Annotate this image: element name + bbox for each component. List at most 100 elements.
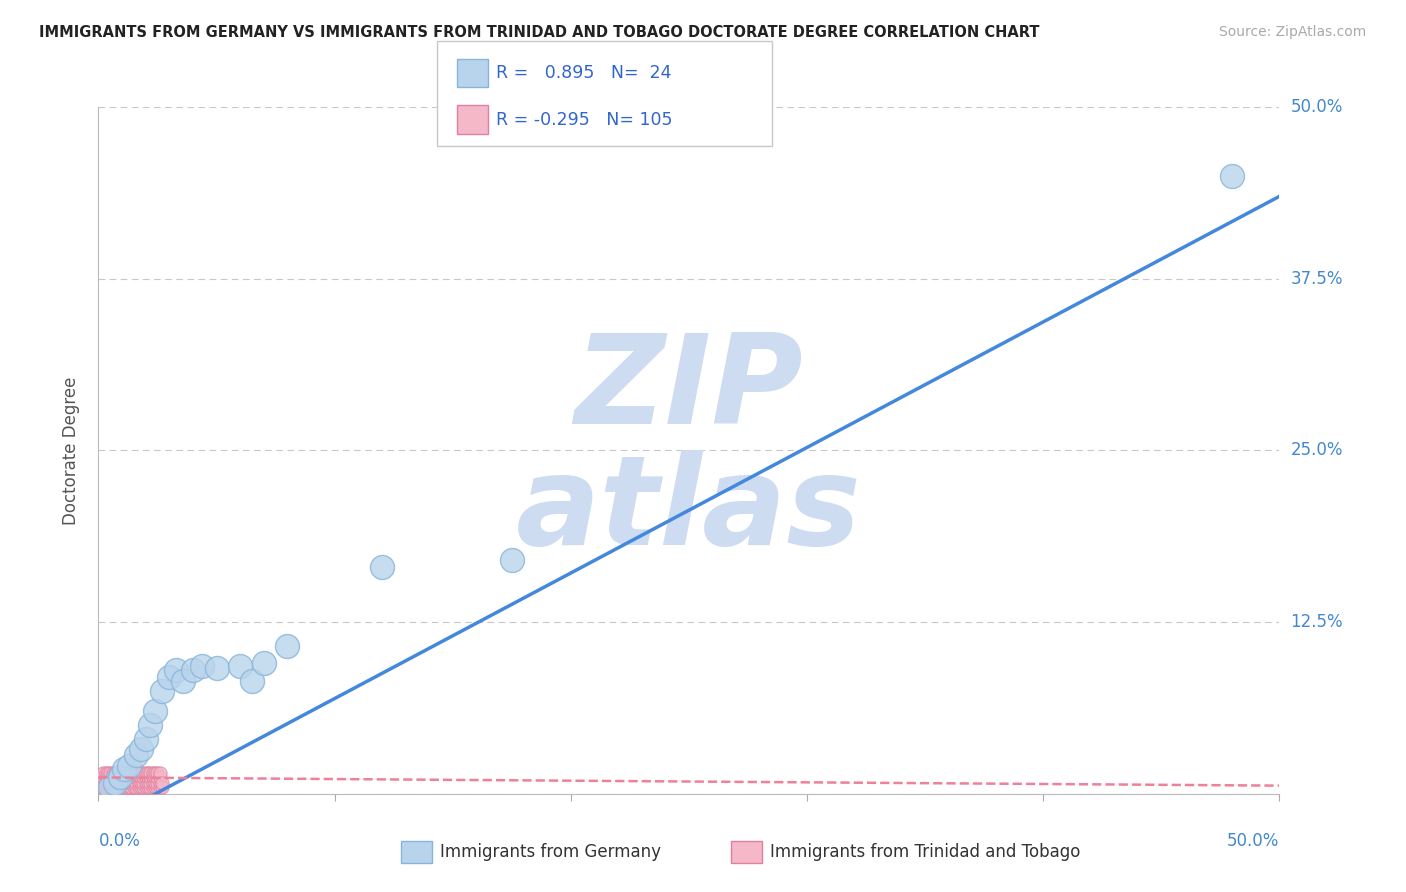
Point	[115, 776, 138, 790]
Point	[146, 766, 169, 780]
Point	[135, 780, 157, 794]
Point	[142, 771, 165, 785]
Point	[276, 639, 298, 653]
Point	[112, 776, 135, 790]
Point	[121, 771, 143, 785]
Point	[181, 663, 204, 677]
Text: 50.0%: 50.0%	[1291, 98, 1343, 116]
Point	[94, 771, 117, 785]
Point	[125, 780, 148, 794]
Point	[101, 776, 124, 790]
Point	[129, 766, 152, 780]
Point	[112, 780, 135, 794]
Point	[253, 657, 276, 671]
Point	[112, 762, 135, 776]
Point	[101, 766, 124, 780]
Point	[98, 780, 121, 794]
Point	[139, 776, 162, 790]
Point	[149, 780, 172, 794]
Point	[104, 771, 127, 785]
Point	[121, 766, 143, 780]
Point	[146, 776, 169, 790]
Point	[90, 776, 112, 790]
Point	[129, 771, 152, 785]
Point	[111, 766, 134, 780]
Text: Immigrants from Germany: Immigrants from Germany	[440, 843, 661, 862]
Point	[118, 771, 141, 785]
Text: atlas: atlas	[516, 450, 862, 572]
Point	[135, 766, 157, 780]
Text: 37.5%: 37.5%	[1291, 269, 1343, 288]
Point	[132, 776, 155, 790]
Point	[136, 776, 159, 790]
Point	[94, 776, 117, 790]
Point	[104, 780, 127, 794]
Point	[101, 771, 124, 785]
Point	[118, 780, 141, 794]
Point	[172, 674, 194, 689]
Point	[135, 731, 157, 746]
Point	[143, 705, 166, 719]
Point	[129, 780, 152, 794]
Point	[157, 670, 180, 684]
Point	[118, 759, 141, 773]
Point	[143, 780, 166, 794]
Point	[108, 766, 131, 780]
Point	[501, 553, 523, 567]
Point	[108, 771, 131, 785]
Point	[104, 766, 127, 780]
Point	[122, 780, 145, 794]
Point	[97, 780, 120, 794]
Point	[94, 766, 117, 780]
Point	[108, 776, 131, 790]
Point	[97, 771, 120, 785]
Text: 0.0%: 0.0%	[98, 831, 141, 850]
Point	[146, 771, 169, 785]
Point	[143, 766, 166, 780]
Text: 50.0%: 50.0%	[1227, 831, 1279, 850]
Point	[118, 766, 141, 780]
Point	[90, 771, 112, 785]
Text: IMMIGRANTS FROM GERMANY VS IMMIGRANTS FROM TRINIDAD AND TOBAGO DOCTORATE DEGREE : IMMIGRANTS FROM GERMANY VS IMMIGRANTS FR…	[39, 25, 1040, 40]
Point	[139, 780, 162, 794]
Point	[98, 771, 121, 785]
Point	[149, 771, 172, 785]
Point	[136, 766, 159, 780]
Point	[112, 766, 135, 780]
Point	[142, 776, 165, 790]
Text: Source: ZipAtlas.com: Source: ZipAtlas.com	[1219, 25, 1367, 39]
Point	[132, 771, 155, 785]
Point	[112, 771, 135, 785]
Point	[143, 771, 166, 785]
Point	[142, 766, 165, 780]
Point	[121, 780, 143, 794]
Point	[125, 776, 148, 790]
Point	[108, 780, 131, 794]
Point	[111, 771, 134, 785]
Point	[150, 780, 173, 794]
Point	[149, 766, 172, 780]
Point	[146, 780, 169, 794]
Point	[136, 771, 159, 785]
Point	[98, 776, 121, 790]
Point	[142, 780, 165, 794]
Point	[191, 659, 214, 673]
Point	[121, 776, 143, 790]
Point	[98, 766, 121, 780]
Point	[108, 771, 131, 785]
Point	[143, 776, 166, 790]
Point	[115, 766, 138, 780]
Point	[129, 741, 152, 756]
Point	[97, 766, 120, 780]
Point	[128, 780, 150, 794]
Point	[149, 776, 172, 790]
Text: ZIP: ZIP	[575, 329, 803, 450]
Text: 25.0%: 25.0%	[1291, 442, 1343, 459]
Point	[135, 776, 157, 790]
Text: Immigrants from Trinidad and Tobago: Immigrants from Trinidad and Tobago	[770, 843, 1081, 862]
Point	[1220, 169, 1243, 183]
Point	[150, 776, 173, 790]
Point	[104, 776, 127, 790]
Point	[118, 776, 141, 790]
Text: 12.5%: 12.5%	[1291, 613, 1343, 632]
